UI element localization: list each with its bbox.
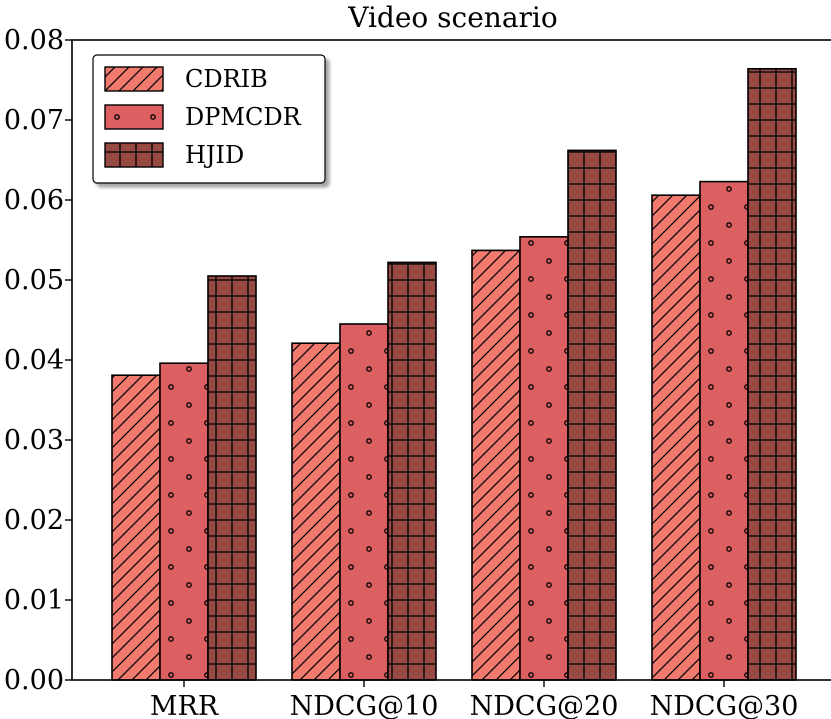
- legend-swatch: [104, 142, 164, 168]
- bar-hjid-ndcg10: [387, 261, 437, 681]
- x-tick-label: NDCG@30: [650, 691, 799, 719]
- legend-swatch: [104, 104, 164, 130]
- y-tick-label: 0.05: [4, 265, 64, 296]
- y-tick-label: 0.08: [4, 25, 64, 56]
- bar-dpmcdr-ndcg20: [519, 236, 569, 681]
- x-tick-label: NDCG@10: [290, 691, 439, 719]
- x-axis: MRR NDCG@10 NDCG@20 NDCG@30: [150, 680, 799, 719]
- bar-pattern: [651, 194, 701, 681]
- x-tick-label: MRR: [150, 691, 219, 719]
- x-tick-label: NDCG@20: [470, 691, 619, 719]
- legend-label: CDRIB: [185, 65, 268, 93]
- legend-label: HJID: [185, 141, 244, 169]
- y-tick-label: 0.01: [4, 585, 64, 616]
- bar-cdrib-ndcg10: [291, 342, 341, 681]
- bar-pattern: [519, 236, 569, 681]
- bar-cdrib-ndcg30: [651, 194, 701, 681]
- bar-pattern: [747, 68, 797, 681]
- bar-pattern: [387, 261, 437, 681]
- bar-pattern: [111, 374, 161, 681]
- y-axis: 0.00 0.01 0.02 0.03 0.04 0.05 0.06 0.07 0.08: [4, 25, 72, 696]
- y-tick-label: 0.00: [4, 665, 64, 696]
- bar-pattern: [207, 275, 257, 681]
- bar-pattern: [339, 323, 389, 681]
- legend-label: DPMCDR: [185, 103, 302, 131]
- y-tick-label: 0.07: [4, 105, 64, 136]
- y-tick-label: 0.04: [4, 345, 64, 376]
- y-tick-label: 0.03: [4, 425, 64, 456]
- bar-pattern: [159, 362, 209, 681]
- bar-hjid-mrr: [207, 275, 257, 681]
- legend-item-dpmcdr: DPMCDR: [104, 103, 302, 131]
- bar-pattern: [699, 180, 749, 681]
- y-tick-label: 0.02: [4, 505, 64, 536]
- chart-title: Video scenario: [347, 1, 557, 34]
- bar-pattern: [291, 342, 341, 681]
- bar-pattern: [567, 149, 617, 681]
- bar-dpmcdr-ndcg30: [699, 180, 749, 681]
- bar-dpmcdr-ndcg10: [339, 323, 389, 681]
- bar-dpmcdr-mrr: [159, 362, 209, 681]
- legend-item-cdrib: CDRIB: [104, 65, 268, 93]
- bar-cdrib-mrr: [111, 374, 161, 681]
- y-tick-label: 0.06: [4, 185, 64, 216]
- bar-pattern: [471, 249, 521, 681]
- bar-hjid-ndcg20: [567, 149, 617, 681]
- legend-swatch: [104, 66, 164, 92]
- legend: CDRIB DPMCDR HJID: [92, 54, 326, 184]
- bars-group: [111, 68, 797, 681]
- bar-hjid-ndcg30: [747, 68, 797, 681]
- bar-cdrib-ndcg20: [471, 249, 521, 681]
- legend-item-hjid: HJID: [104, 141, 244, 169]
